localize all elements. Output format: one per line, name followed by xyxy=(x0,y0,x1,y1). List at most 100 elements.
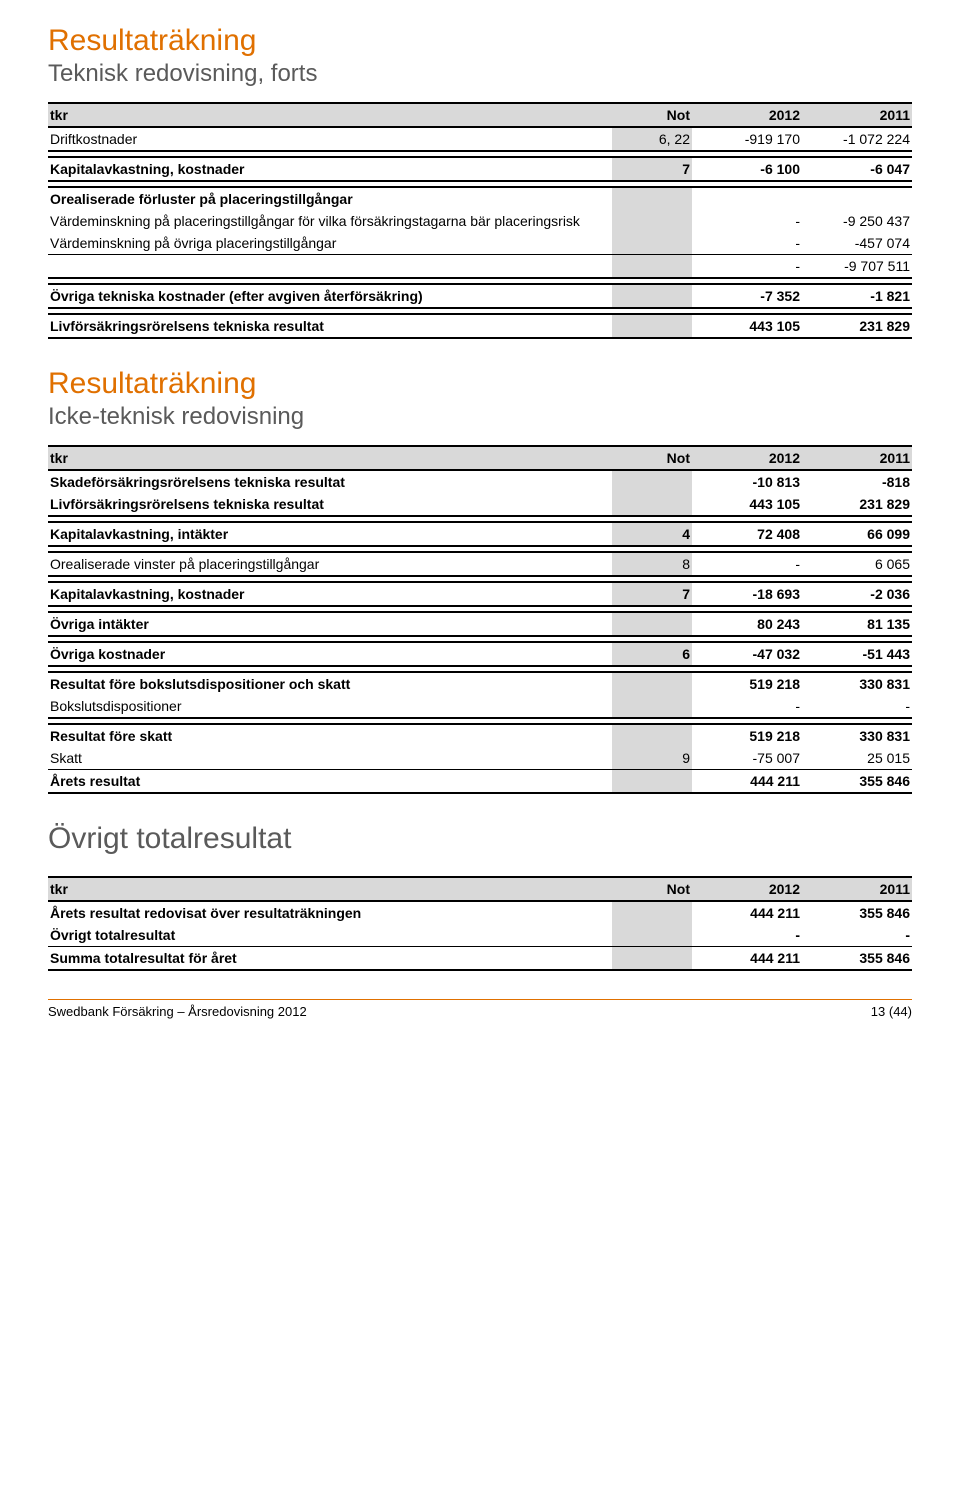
row-2012: -7 352 xyxy=(692,284,802,308)
row-2012: 443 105 xyxy=(692,314,802,338)
row-label: Årets resultat redovisat över resultaträ… xyxy=(48,901,612,924)
row-2011: -9 707 511 xyxy=(802,255,912,279)
row-note xyxy=(612,493,692,516)
col-header-2012: 2012 xyxy=(692,446,802,470)
row-label: Orealiserade vinster på placeringstillgå… xyxy=(48,552,612,576)
row-2011: 6 065 xyxy=(802,552,912,576)
row-2012: - xyxy=(692,695,802,718)
row-2012: -10 813 xyxy=(692,470,802,493)
row-note: 7 xyxy=(612,582,692,606)
row-2012 xyxy=(692,187,802,210)
row-2012: 519 218 xyxy=(692,724,802,747)
row-label: Skatt xyxy=(48,747,612,770)
row-2012: - xyxy=(692,924,802,947)
row-2011: -51 443 xyxy=(802,642,912,666)
row-2011: -1 821 xyxy=(802,284,912,308)
section2-title: Resultaträkning xyxy=(48,367,912,401)
row-label: Kapitalavkastning, intäkter xyxy=(48,522,612,546)
row-2011: -9 250 437 xyxy=(802,210,912,232)
section1-table: tkr Not 2012 2011 Driftkostnader 6, 22 -… xyxy=(48,102,912,339)
row-2012: - xyxy=(692,255,802,279)
row-note: 4 xyxy=(612,522,692,546)
row-note: 8 xyxy=(612,552,692,576)
row-2012: 444 211 xyxy=(692,770,802,794)
row-note xyxy=(612,284,692,308)
row-2011: -1 072 224 xyxy=(802,127,912,151)
row-note xyxy=(612,314,692,338)
col-header-note: Not xyxy=(612,446,692,470)
col-header-label: tkr xyxy=(48,877,612,901)
row-label: Kapitalavkastning, kostnader xyxy=(48,157,612,181)
row-note: 9 xyxy=(612,747,692,770)
col-header-2012: 2012 xyxy=(692,103,802,127)
row-label: Driftkostnader xyxy=(48,127,612,151)
row-label: Summa totalresultat för året xyxy=(48,947,612,971)
row-2012: - xyxy=(692,552,802,576)
row-2011: 66 099 xyxy=(802,522,912,546)
row-label: Övriga intäkter xyxy=(48,612,612,636)
row-label: Övrigt totalresultat xyxy=(48,924,612,947)
row-2011: 330 831 xyxy=(802,672,912,695)
section1-title: Resultaträkning xyxy=(48,24,912,58)
row-2011: - xyxy=(802,695,912,718)
footer-right: 13 (44) xyxy=(871,1004,912,1019)
row-note xyxy=(612,470,692,493)
col-header-2011: 2011 xyxy=(802,446,912,470)
row-note xyxy=(612,770,692,794)
row-note xyxy=(612,612,692,636)
row-label: Skadeförsäkringsrörelsens tekniska resul… xyxy=(48,470,612,493)
row-2011: 25 015 xyxy=(802,747,912,770)
row-2011: -6 047 xyxy=(802,157,912,181)
row-label: Orealiserade förluster på placeringstill… xyxy=(48,187,612,210)
row-2012: 443 105 xyxy=(692,493,802,516)
row-note: 7 xyxy=(612,157,692,181)
row-label xyxy=(48,255,612,279)
row-note xyxy=(612,187,692,210)
row-note: 6, 22 xyxy=(612,127,692,151)
col-header-note: Not xyxy=(612,103,692,127)
row-note xyxy=(612,724,692,747)
row-label: Övriga tekniska kostnader (efter avgiven… xyxy=(48,284,612,308)
row-note xyxy=(612,695,692,718)
row-label: Övriga kostnader xyxy=(48,642,612,666)
row-note xyxy=(612,672,692,695)
row-label: Årets resultat xyxy=(48,770,612,794)
row-note xyxy=(612,210,692,232)
row-note: 6 xyxy=(612,642,692,666)
row-2012: 444 211 xyxy=(692,901,802,924)
row-label: Värdeminskning på placeringstillgångar f… xyxy=(48,210,612,232)
row-2012: -919 170 xyxy=(692,127,802,151)
row-note xyxy=(612,947,692,971)
row-2011: 355 846 xyxy=(802,770,912,794)
row-2011: 231 829 xyxy=(802,493,912,516)
row-note xyxy=(612,232,692,255)
col-header-note: Not xyxy=(612,877,692,901)
col-header-2012: 2012 xyxy=(692,877,802,901)
row-label: Resultat före bokslutsdispositioner och … xyxy=(48,672,612,695)
col-header-label: tkr xyxy=(48,446,612,470)
row-label: Livförsäkringsrörelsens tekniska resulta… xyxy=(48,493,612,516)
footer-left: Swedbank Försäkring – Årsredovisning 201… xyxy=(48,1004,307,1019)
row-2011: -818 xyxy=(802,470,912,493)
row-2012: -18 693 xyxy=(692,582,802,606)
row-note xyxy=(612,901,692,924)
row-2012: 444 211 xyxy=(692,947,802,971)
row-2011: - xyxy=(802,924,912,947)
row-label: Resultat före skatt xyxy=(48,724,612,747)
section2-subtitle: Icke-teknisk redovisning xyxy=(48,403,912,431)
row-2011: 355 846 xyxy=(802,947,912,971)
row-2012: -75 007 xyxy=(692,747,802,770)
row-2011: 81 135 xyxy=(802,612,912,636)
row-2012: 80 243 xyxy=(692,612,802,636)
row-note xyxy=(612,255,692,279)
row-2011: 330 831 xyxy=(802,724,912,747)
col-header-2011: 2011 xyxy=(802,103,912,127)
row-2011: 355 846 xyxy=(802,901,912,924)
row-2011 xyxy=(802,187,912,210)
row-2011: 231 829 xyxy=(802,314,912,338)
col-header-2011: 2011 xyxy=(802,877,912,901)
row-2012: -47 032 xyxy=(692,642,802,666)
row-label: Bokslutsdispositioner xyxy=(48,695,612,718)
row-2011: -457 074 xyxy=(802,232,912,255)
section2-table: tkr Not 2012 2011 Skadeförsäkringsrörels… xyxy=(48,445,912,794)
